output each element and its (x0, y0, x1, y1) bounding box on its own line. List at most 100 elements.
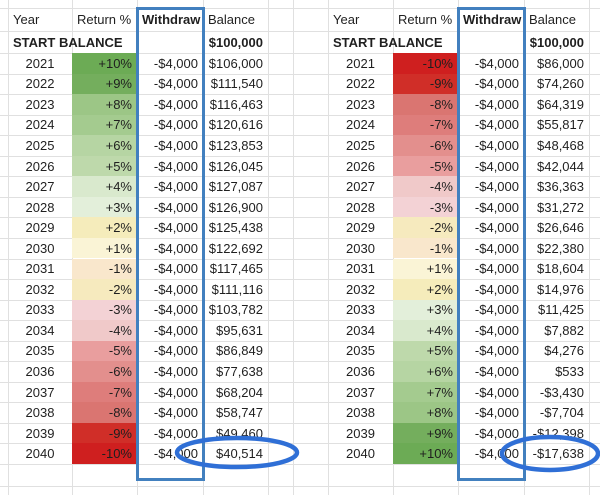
withdraw-cell[interactable]: -$4,000 (153, 281, 198, 297)
year-cell[interactable]: 2033 (25, 302, 55, 318)
balance-cell[interactable]: $126,900 (208, 199, 263, 215)
return-cell[interactable]: +2% (393, 279, 458, 300)
year-cell[interactable]: 2023 (25, 96, 55, 112)
withdraw-column-header[interactable]: Withdraw (463, 12, 522, 27)
year-cell[interactable]: 2030 (346, 240, 375, 256)
withdraw-cell[interactable]: -$4,000 (474, 343, 519, 359)
year-cell[interactable]: 2027 (346, 179, 375, 195)
year-cell[interactable]: 2039 (346, 425, 375, 441)
year-cell[interactable]: 2021 (25, 55, 55, 71)
return-cell[interactable]: +9% (72, 73, 137, 95)
withdraw-cell[interactable]: -$4,000 (153, 158, 198, 174)
withdraw-cell[interactable]: -$4,000 (153, 240, 198, 256)
balance-cell[interactable]: $126,045 (208, 158, 263, 174)
balance-cell[interactable]: $64,319 (537, 96, 584, 112)
balance-cell[interactable]: $49,460 (216, 425, 263, 441)
return-cell[interactable]: +4% (393, 320, 458, 341)
year-cell[interactable]: 2031 (25, 261, 55, 277)
return-cell[interactable]: +3% (393, 299, 458, 321)
return-cell[interactable]: +6% (72, 135, 137, 156)
year-cell[interactable]: 2023 (346, 96, 375, 112)
balance-cell[interactable]: $7,882 (544, 322, 584, 338)
withdraw-cell[interactable]: -$4,000 (153, 405, 198, 421)
year-cell[interactable]: 2036 (346, 364, 375, 380)
year-cell[interactable]: 2025 (25, 137, 55, 153)
year-column-header[interactable]: Year (333, 12, 360, 27)
balance-cell[interactable]: $122,692 (208, 240, 263, 256)
balance-cell[interactable]: $36,363 (537, 179, 584, 195)
year-cell[interactable]: 2038 (346, 405, 375, 421)
withdraw-cell[interactable]: -$4,000 (474, 137, 519, 153)
withdraw-cell[interactable]: -$4,000 (474, 425, 519, 441)
return-cell[interactable]: -7% (72, 381, 137, 403)
return-cell[interactable]: -8% (393, 94, 458, 115)
return-cell[interactable]: -2% (72, 279, 137, 300)
return-cell[interactable]: +6% (393, 361, 458, 382)
year-cell[interactable]: 2039 (25, 425, 55, 441)
return-cell[interactable]: -9% (393, 73, 458, 95)
withdraw-cell[interactable]: -$4,000 (474, 302, 519, 318)
withdraw-cell[interactable]: -$4,000 (153, 364, 198, 380)
year-cell[interactable]: 2024 (346, 117, 375, 133)
balance-cell[interactable]: $74,260 (537, 76, 584, 92)
year-cell[interactable]: 2021 (346, 55, 375, 71)
withdraw-cell[interactable]: -$4,000 (153, 446, 198, 462)
return-cell[interactable]: -6% (393, 135, 458, 156)
return-column-header[interactable]: Return % (77, 12, 132, 27)
withdraw-cell[interactable]: -$4,000 (153, 302, 198, 318)
balance-cell[interactable]: $58,747 (216, 405, 263, 421)
balance-cell[interactable]: $68,204 (216, 384, 263, 400)
year-cell[interactable]: 2040 (25, 446, 55, 462)
year-cell[interactable]: 2032 (25, 281, 55, 297)
balance-cell[interactable]: $48,468 (537, 137, 584, 153)
balance-cell[interactable]: -$3,430 (539, 384, 584, 400)
year-cell[interactable]: 2040 (346, 446, 375, 462)
balance-cell[interactable]: $86,000 (537, 55, 584, 71)
start-balance-label[interactable]: START BALANCE (13, 34, 123, 50)
balance-cell[interactable]: $26,646 (537, 220, 584, 236)
return-cell[interactable]: +2% (72, 217, 137, 238)
withdraw-cell[interactable]: -$4,000 (153, 96, 198, 112)
year-cell[interactable]: 2026 (25, 158, 55, 174)
return-cell[interactable]: -1% (72, 258, 137, 280)
return-cell[interactable]: -6% (72, 361, 137, 382)
balance-cell[interactable]: $123,853 (208, 137, 263, 153)
balance-cell[interactable]: $18,604 (537, 261, 584, 277)
balance-cell[interactable]: $86,849 (216, 343, 263, 359)
year-cell[interactable]: 2034 (25, 322, 55, 338)
return-cell[interactable]: +8% (72, 94, 137, 115)
balance-cell[interactable]: $11,425 (537, 302, 584, 318)
start-balance-value[interactable]: $100,000 (529, 34, 584, 50)
return-cell[interactable]: -3% (393, 196, 458, 218)
balance-cell[interactable]: $14,976 (537, 281, 584, 297)
return-cell[interactable]: -2% (393, 217, 458, 238)
balance-cell[interactable]: $55,817 (537, 117, 584, 133)
balance-cell[interactable]: $95,631 (216, 322, 263, 338)
withdraw-cell[interactable]: -$4,000 (474, 261, 519, 277)
withdraw-cell[interactable]: -$4,000 (474, 384, 519, 400)
withdraw-cell[interactable]: -$4,000 (474, 76, 519, 92)
return-column-header[interactable]: Return % (398, 12, 453, 27)
return-cell[interactable]: -7% (393, 114, 458, 136)
year-cell[interactable]: 2028 (25, 199, 55, 215)
withdraw-cell[interactable]: -$4,000 (153, 322, 198, 338)
balance-cell[interactable]: $116,463 (209, 96, 263, 112)
withdraw-cell[interactable]: -$4,000 (153, 55, 198, 71)
return-cell[interactable]: +7% (72, 114, 137, 136)
return-cell[interactable]: -4% (393, 176, 458, 197)
balance-cell[interactable]: $77,638 (216, 364, 263, 380)
withdraw-cell[interactable]: -$4,000 (474, 117, 519, 133)
balance-cell[interactable]: $22,380 (537, 240, 584, 256)
withdraw-cell[interactable]: -$4,000 (474, 281, 519, 297)
year-cell[interactable]: 2035 (346, 343, 375, 359)
withdraw-cell[interactable]: -$4,000 (153, 117, 198, 133)
withdraw-cell[interactable]: -$4,000 (153, 261, 198, 277)
return-cell[interactable]: -5% (72, 340, 137, 362)
year-cell[interactable]: 2037 (346, 384, 375, 400)
year-cell[interactable]: 2032 (346, 281, 375, 297)
withdraw-column-header[interactable]: Withdraw (142, 12, 201, 27)
year-cell[interactable]: 2031 (346, 261, 375, 277)
withdraw-cell[interactable]: -$4,000 (474, 158, 519, 174)
year-cell[interactable]: 2026 (346, 158, 375, 174)
year-cell[interactable]: 2030 (25, 240, 55, 256)
